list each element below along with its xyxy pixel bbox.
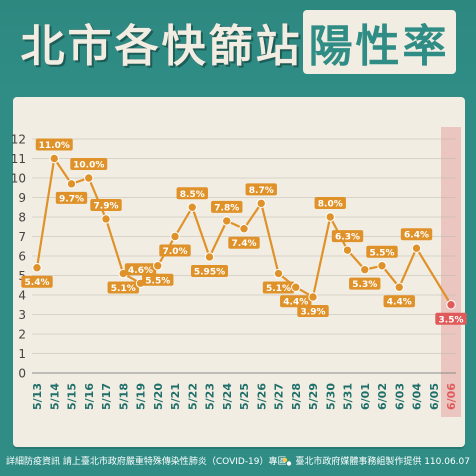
footer-info: 詳細防疫資訊 請上臺北市政府嚴重特殊傳染性肺炎（COVID-19）專區 [6,457,287,467]
city-logo-icon [283,457,292,466]
title-accent: 陽性率 [302,10,456,74]
footer: 詳細防疫資訊 請上臺北市政府嚴重特殊傳染性肺炎（COVID-19）專區 臺北市政… [0,452,476,472]
page-title: 北市各快篩站 陽性率 [0,10,476,74]
title-main: 北市各快篩站 [20,21,303,72]
footer-credit: 臺北市政府媒體事務組製作提供 110.06.07 [282,452,470,472]
footer-credit-text: 臺北市政府媒體事務組製作提供 110.06.07 [295,457,470,467]
chart-panel [13,97,465,447]
